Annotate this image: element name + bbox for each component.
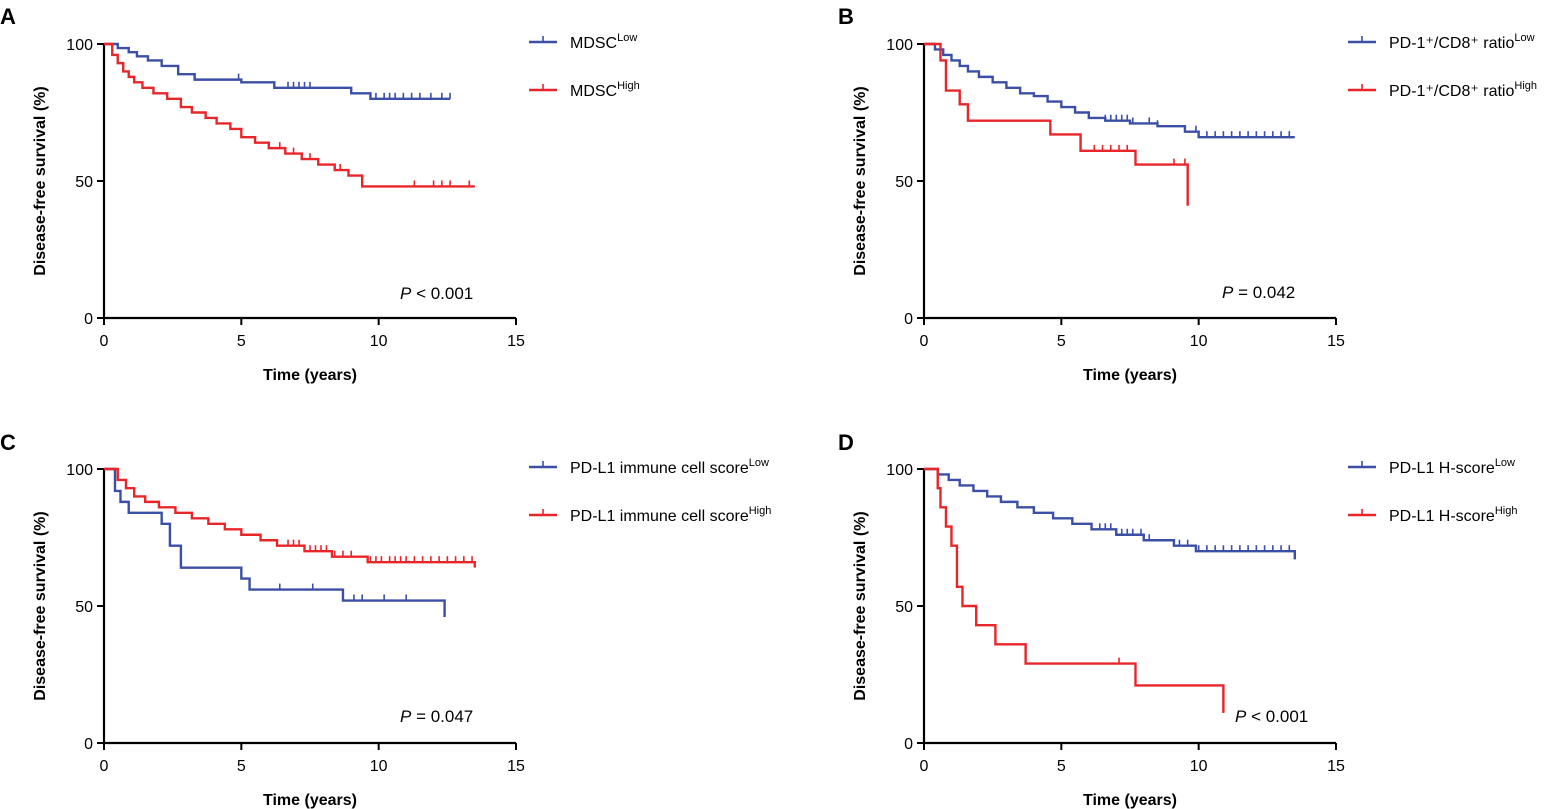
y-tick-label: 50 xyxy=(895,174,913,191)
y-tick-label: 0 xyxy=(84,736,93,753)
x-tick-label: 5 xyxy=(1057,758,1066,775)
x-tick-label: 5 xyxy=(237,333,246,350)
p-value: P < 0.001 xyxy=(1235,707,1308,726)
p-value-text: < 0.001 xyxy=(411,284,473,303)
km-curve-low xyxy=(104,467,446,617)
p-value: P = 0.047 xyxy=(400,707,473,726)
panel-letter: C xyxy=(0,430,16,455)
km-curve-low xyxy=(104,42,451,100)
y-tick-label: 100 xyxy=(66,37,93,54)
legend-label-low: PD-1⁺/CD8⁺ ratioLow xyxy=(1389,32,1535,52)
legend-label-name: PD-1⁺/CD8⁺ ratio xyxy=(1389,35,1514,52)
p-value-symbol: P xyxy=(400,284,412,303)
y-tick-label: 0 xyxy=(904,736,913,753)
x-tick-label: 5 xyxy=(1057,333,1066,350)
x-tick-label: 15 xyxy=(1327,333,1345,350)
km-curve-high xyxy=(924,42,1189,206)
km-curve-high xyxy=(104,467,476,568)
y-tick-label: 100 xyxy=(886,462,913,479)
legend-label-superscript: High xyxy=(617,80,640,92)
p-value-text: < 0.001 xyxy=(1246,707,1308,726)
legend-label-name: PD-1⁺/CD8⁺ ratio xyxy=(1389,83,1514,100)
panel-c: C 0 5 10 15 0 50 100 Time (years) Disease-free su… xyxy=(0,430,771,809)
legend-label-name: MDSC xyxy=(570,83,617,100)
x-axis-title: Time (years) xyxy=(263,367,357,384)
x-axis-title: Time (years) xyxy=(263,792,357,809)
p-value-text: = 0.047 xyxy=(411,707,473,726)
p-value-symbol: P xyxy=(1235,707,1247,726)
x-tick-label: 0 xyxy=(920,333,929,350)
y-tick-label: 50 xyxy=(75,599,93,616)
p-value-symbol: P xyxy=(1222,283,1234,302)
x-tick-label: 15 xyxy=(507,758,525,775)
legend-label-superscript: Low xyxy=(1514,32,1534,44)
y-axis-title: Disease-free survival (%) xyxy=(852,86,869,275)
km-curve-low xyxy=(924,467,1296,560)
x-tick-label: 10 xyxy=(1190,333,1208,350)
panel-a: A 0 5 10 15 0 50 100 Time (years) Disease-free su… xyxy=(0,4,640,384)
p-value-symbol: P xyxy=(400,707,412,726)
p-value-text: = 0.042 xyxy=(1233,283,1295,302)
y-tick-label: 50 xyxy=(75,174,93,191)
y-tick-label: 100 xyxy=(886,37,913,54)
km-curve-high xyxy=(104,42,475,188)
legend-label-high: PD-L1 immune cell scoreHigh xyxy=(570,505,771,525)
legend-label-name: PD-L1 immune cell score xyxy=(570,460,749,477)
x-tick-label: 15 xyxy=(1327,758,1345,775)
legend-label-high: PD-1⁺/CD8⁺ ratioHigh xyxy=(1389,80,1537,100)
legend-label-low: MDSCLow xyxy=(570,32,637,52)
legend-label-superscript: Low xyxy=(749,457,769,469)
y-tick-label: 0 xyxy=(84,311,93,328)
panel-b: B 0 5 10 15 0 50 100 Time (years) Disease-free su… xyxy=(838,4,1537,384)
legend-label-name: PD-L1 H-score xyxy=(1389,460,1495,477)
panel-letter: D xyxy=(838,430,854,455)
km-curve-low xyxy=(924,42,1295,139)
x-tick-label: 10 xyxy=(370,333,388,350)
legend-label-name: MDSC xyxy=(570,35,617,52)
x-tick-label: 0 xyxy=(100,333,109,350)
legend-label-superscript: High xyxy=(1495,505,1518,517)
p-value: P < 0.001 xyxy=(400,284,473,303)
panel-letter: A xyxy=(0,4,16,29)
y-axis-title: Disease-free survival (%) xyxy=(852,511,869,700)
y-tick-label: 100 xyxy=(66,462,93,479)
x-tick-label: 10 xyxy=(1190,758,1208,775)
km-curve-high xyxy=(924,467,1225,713)
x-tick-label: 5 xyxy=(237,758,246,775)
y-axis-title: Disease-free survival (%) xyxy=(32,511,49,700)
y-tick-label: 0 xyxy=(904,311,913,328)
panel-d: D 0 5 10 15 0 50 100 Time (years) Disease-free su… xyxy=(838,430,1517,809)
legend-label-name: PD-L1 H-score xyxy=(1389,508,1495,525)
x-axis-title: Time (years) xyxy=(1083,792,1177,809)
y-axis-title: Disease-free survival (%) xyxy=(32,86,49,275)
legend-label-low: PD-L1 immune cell scoreLow xyxy=(570,457,769,477)
legend-label-low: PD-L1 H-scoreLow xyxy=(1389,457,1515,477)
x-tick-label: 0 xyxy=(100,758,109,775)
panel-letter: B xyxy=(838,4,854,29)
x-axis-title: Time (years) xyxy=(1083,367,1177,384)
legend-label-superscript: Low xyxy=(617,32,637,44)
x-tick-label: 10 xyxy=(370,758,388,775)
y-tick-label: 50 xyxy=(895,599,913,616)
legend-label-superscript: High xyxy=(1514,80,1537,92)
x-tick-label: 15 xyxy=(507,333,525,350)
legend-label-name: PD-L1 immune cell score xyxy=(570,508,749,525)
legend-label-high: PD-L1 H-scoreHigh xyxy=(1389,505,1517,525)
legend-label-superscript: Low xyxy=(1495,457,1515,469)
legend-label-high: MDSCHigh xyxy=(570,80,640,100)
p-value: P = 0.042 xyxy=(1222,283,1295,302)
x-tick-label: 0 xyxy=(920,758,929,775)
legend-label-superscript: High xyxy=(749,505,772,517)
